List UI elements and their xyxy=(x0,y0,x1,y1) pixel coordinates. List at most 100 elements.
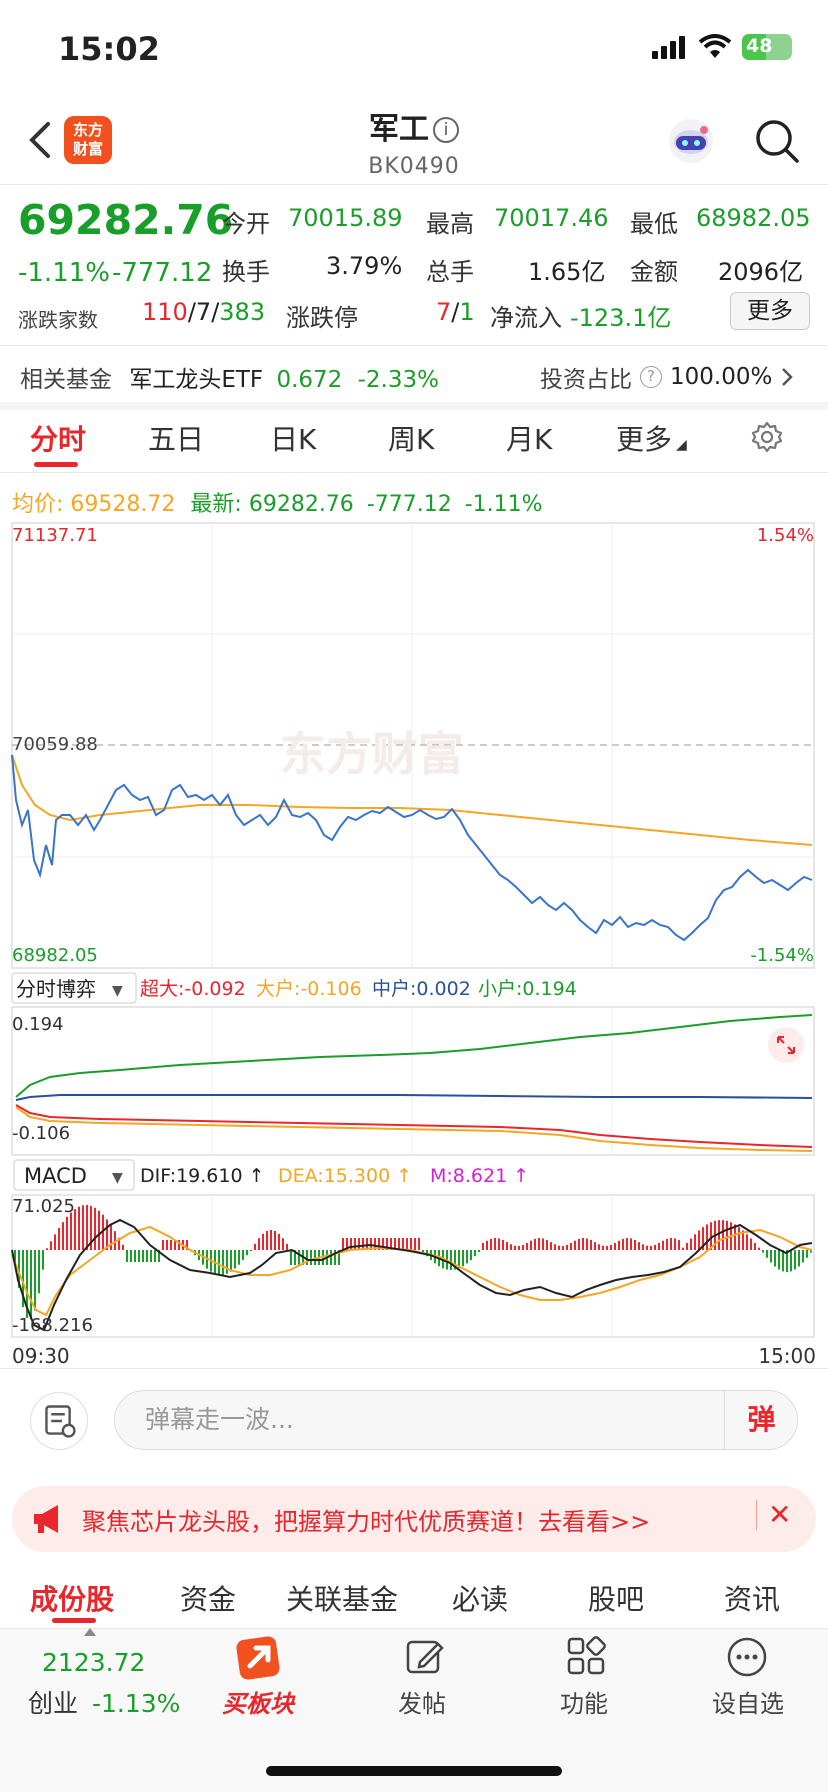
search-icon[interactable] xyxy=(754,118,800,164)
macd-selector-label: MACD xyxy=(24,1164,87,1188)
volume-value: 1.65亿 xyxy=(528,258,606,286)
settings-gear-icon[interactable] xyxy=(750,420,784,454)
macd-bar xyxy=(710,1222,712,1250)
banner-text[interactable]: 聚焦芯片龙头股，把握算力时代优质赛道！去看看>> xyxy=(82,1508,651,1536)
macd-bar xyxy=(74,1209,76,1250)
index-summary[interactable]: 创业 -1.13% xyxy=(28,1684,180,1720)
high-value: 70017.46 xyxy=(494,204,609,232)
logo-text-1: 东方 xyxy=(72,121,103,139)
macd-bar xyxy=(682,1247,684,1250)
app-logo: 东方 财富 xyxy=(64,116,112,164)
tab-funds[interactable]: 资金 xyxy=(180,1583,237,1616)
danmu-toggle-button[interactable]: 弹 xyxy=(724,1390,798,1450)
macd-bar xyxy=(134,1250,136,1262)
post-label[interactable]: 发帖 xyxy=(398,1690,446,1718)
tab-daily-k[interactable]: 日K xyxy=(270,423,317,456)
intraday-charts[interactable]: 东方财富 71137.71 70059.88 68982.05 1.54% -1… xyxy=(0,515,828,1367)
latest-pct: -1.11% xyxy=(464,492,543,517)
bottom-navigation xyxy=(0,1628,828,1792)
buy-sector-label[interactable]: 买板块 xyxy=(222,1690,294,1718)
breadth-up: 110 xyxy=(142,298,188,326)
index-value[interactable]: 2123.72 xyxy=(42,1648,146,1677)
macd-bar xyxy=(706,1224,708,1250)
functions-grid-icon[interactable] xyxy=(566,1636,606,1676)
battery-icon: 48 xyxy=(742,34,792,60)
macd-bar xyxy=(622,1238,624,1250)
divider xyxy=(0,345,828,346)
macd-bar xyxy=(566,1244,568,1250)
active-bottom-tab-indicator xyxy=(52,1618,96,1623)
robot-assistant-icon[interactable] xyxy=(666,116,716,166)
macd-bar xyxy=(746,1234,748,1250)
macd-legend: MACD ▼ DIF:19.610 ↑ DEA:15.300 ↑ M:8.621… xyxy=(13,1159,529,1191)
macd-bar xyxy=(506,1242,508,1250)
functions-label[interactable]: 功能 xyxy=(560,1690,608,1718)
macd-bar xyxy=(66,1216,68,1250)
buy-sector-icon[interactable] xyxy=(234,1634,286,1682)
macd-bar xyxy=(774,1250,776,1267)
tab-weekly-k[interactable]: 周K xyxy=(388,423,435,456)
tab-intraday[interactable]: 分时 xyxy=(30,423,87,456)
avg-value: 69528.72 xyxy=(70,492,176,517)
macd-bar xyxy=(598,1244,600,1250)
macd-bar xyxy=(146,1250,148,1262)
danmu-input[interactable]: 弹幕走一波... xyxy=(114,1390,798,1450)
tab-five-day[interactable]: 五日 xyxy=(148,423,205,456)
promo-banner[interactable] xyxy=(12,1486,816,1552)
flow-selector[interactable] xyxy=(11,972,137,1004)
price-y-top: 71137.71 xyxy=(12,525,98,546)
dropdown-caret-icon: ▼ xyxy=(112,1170,123,1186)
inflow-label: 净流入 xyxy=(490,304,562,332)
info-icon[interactable]: i xyxy=(433,117,459,143)
expand-button[interactable] xyxy=(768,1027,804,1063)
tab-must-read[interactable]: 必读 xyxy=(452,1583,509,1616)
macd-bar xyxy=(546,1239,548,1250)
more-button[interactable]: 更多 xyxy=(730,292,810,330)
tab-more[interactable]: 更多 ◢ xyxy=(616,418,687,458)
dropdown-caret-icon: ▼ xyxy=(112,983,123,999)
tab-news[interactable]: 资讯 xyxy=(724,1583,781,1616)
tab-related-funds[interactable]: 关联基金 xyxy=(286,1583,399,1616)
back-arrow-icon[interactable] xyxy=(26,120,56,160)
macd-bar xyxy=(334,1250,336,1265)
cellular-signal-icon xyxy=(652,36,685,59)
edit-post-icon[interactable] xyxy=(404,1636,444,1676)
battery-level: 48 xyxy=(746,35,773,57)
add-watchlist-icon[interactable] xyxy=(726,1636,768,1678)
tab-constituents[interactable]: 成份股 xyxy=(30,1583,115,1616)
tab-forum[interactable]: 股吧 xyxy=(588,1583,645,1616)
high-label: 最高 xyxy=(426,210,474,238)
macd-selector[interactable] xyxy=(13,1159,135,1191)
macd-bar xyxy=(806,1250,808,1258)
help-icon[interactable]: ? xyxy=(640,366,662,388)
macd-bar xyxy=(670,1238,672,1250)
board-code: BK0490 xyxy=(368,154,460,179)
macd-bar xyxy=(394,1238,396,1250)
breadth-values: 110/7/383 xyxy=(142,298,266,326)
macd-bar xyxy=(794,1250,796,1270)
price-legend: 均价: 69528.72 最新: 69282.76 -777.12 -1.11% xyxy=(12,486,543,518)
macd-bar xyxy=(734,1224,736,1250)
fund-name: 军工龙头ETF xyxy=(129,367,264,393)
macd-bar xyxy=(166,1240,168,1250)
price-pct-bottom: -1.54% xyxy=(750,945,814,966)
flow-legend: 分时博弈 ▼ 超大:-0.092 大户:-0.106 中户:0.002 小户:0… xyxy=(11,972,577,1004)
divider xyxy=(0,1368,828,1369)
macd-bar xyxy=(122,1244,124,1250)
close-icon[interactable]: ✕ xyxy=(768,1498,792,1531)
fund-change: -2.33% xyxy=(357,367,439,393)
macd-bar xyxy=(510,1244,512,1250)
macd-bar xyxy=(626,1238,628,1250)
watchlist-label[interactable]: 设自选 xyxy=(712,1690,784,1718)
macd-bar xyxy=(250,1250,252,1251)
macd-bar xyxy=(674,1238,676,1250)
notes-icon[interactable] xyxy=(30,1392,88,1450)
tab-monthly-k[interactable]: 月K xyxy=(506,423,553,456)
macd-bar xyxy=(58,1228,60,1250)
macd-bar xyxy=(502,1239,504,1250)
ratio-block[interactable]: 投资占比 ? 100.00% xyxy=(540,360,794,394)
mid-label: 中户:0.002 xyxy=(372,978,471,1000)
macd-bar xyxy=(762,1250,764,1253)
large-label: 大户:-0.106 xyxy=(256,978,362,1000)
related-fund-row[interactable]: 相关基金 军工龙头ETF 0.672 -2.33% xyxy=(20,360,439,394)
